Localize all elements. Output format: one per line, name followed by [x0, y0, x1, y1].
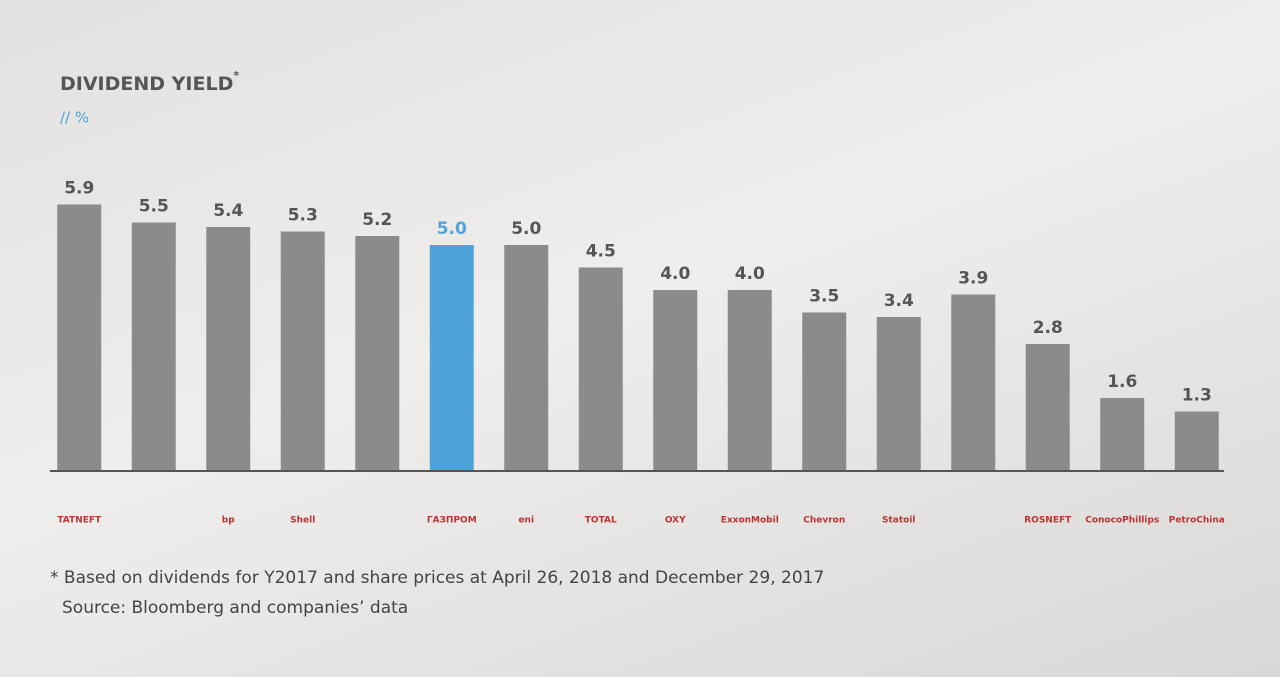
x-tick-label: OXY	[665, 516, 686, 526]
data-label: 5.4	[213, 201, 243, 221]
bar	[57, 204, 102, 470]
data-label: 3.4	[884, 291, 914, 311]
x-tick-label: ROSNEFT	[1024, 516, 1072, 526]
bar	[876, 317, 921, 470]
data-label: 1.3	[1182, 386, 1212, 406]
x-tick-label: Chevron	[803, 516, 845, 526]
data-label: 5.3	[288, 206, 318, 226]
x-tick-label: bp	[222, 516, 235, 526]
bar	[429, 245, 474, 470]
bar	[1025, 344, 1070, 470]
data-label: 3.5	[809, 287, 839, 307]
x-tick-label: ExxonMobil	[721, 516, 779, 526]
bar	[355, 236, 400, 470]
data-label: 4.5	[586, 242, 616, 262]
data-label: 5.0	[437, 219, 467, 239]
title-text: DIVIDEND YIELD	[60, 73, 233, 95]
x-tick-label: TATNEFT	[57, 516, 102, 526]
bar	[578, 267, 623, 470]
data-label: 3.9	[958, 269, 988, 289]
chart-subtitle: // %	[60, 109, 89, 127]
bar	[653, 290, 698, 470]
x-tick-label: PetroChina	[1169, 516, 1225, 526]
data-label: 1.6	[1107, 372, 1137, 392]
data-label: 4.0	[735, 264, 765, 284]
x-tick-label: Statoil	[882, 516, 916, 526]
data-label: 2.8	[1033, 318, 1063, 338]
bar	[951, 294, 996, 470]
bar	[206, 227, 251, 470]
title-mark: *	[233, 69, 239, 82]
bar	[1174, 411, 1219, 470]
data-label: 5.2	[362, 210, 392, 230]
bar	[504, 245, 549, 470]
data-label: 4.0	[660, 264, 690, 284]
x-tick-label: ГАЗПРОМ	[427, 516, 477, 526]
bar	[131, 222, 176, 470]
bar	[727, 290, 772, 470]
bar	[1100, 398, 1145, 470]
data-label: 5.5	[139, 197, 169, 217]
x-tick-label: TOTAL	[585, 516, 617, 526]
x-tick-label: ConocoPhillips	[1085, 516, 1159, 526]
data-label: 5.9	[64, 179, 94, 199]
x-tick-label: Shell	[290, 516, 315, 526]
chart-title: DIVIDEND YIELD*	[60, 69, 239, 95]
footnote: Source: Bloomberg and companies’ data	[62, 598, 408, 618]
bar	[280, 231, 325, 470]
x-tick-label: eni	[518, 516, 534, 526]
data-label: 5.0	[511, 219, 541, 239]
bar	[802, 312, 847, 470]
footnote: * Based on dividends for Y2017 and share…	[50, 568, 824, 588]
